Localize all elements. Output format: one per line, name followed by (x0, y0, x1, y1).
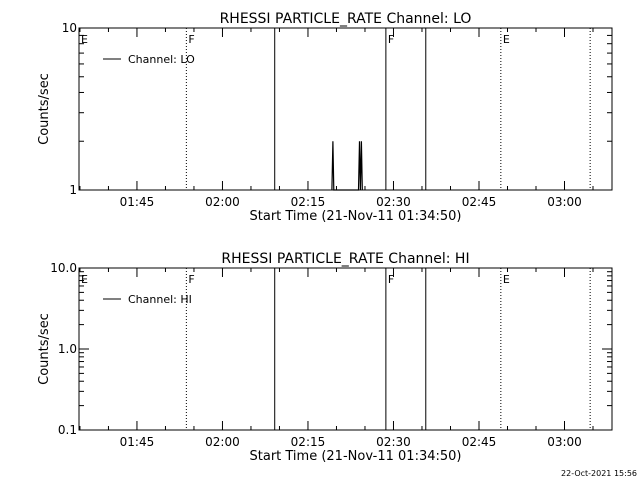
event-marker-label: E (503, 273, 510, 286)
x-tick-label: 03:00 (547, 435, 582, 449)
event-marker-label: F (388, 33, 394, 46)
x-tick-label: 02:30 (376, 435, 411, 449)
y-tick-label: 10 (62, 21, 77, 35)
event-marker-label: F (388, 273, 394, 286)
x-tick-label: 02:45 (462, 435, 497, 449)
legend-label: Channel: HI (128, 293, 192, 306)
event-marker-label: E (81, 273, 88, 286)
data-series-line-0 (331, 141, 363, 191)
chart-title: RHESSI PARTICLE_RATE Channel: LO (220, 11, 472, 27)
y-axis-label: Counts/sec (37, 313, 52, 385)
chart-panel-1: RHESSI PARTICLE_RATE Channel: HI 01:45 02:… (37, 251, 613, 464)
y-tick-label: 1 (69, 183, 77, 197)
x-tick-label: 01:45 (120, 435, 155, 449)
chart-panel-0: RHESSI PARTICLE_RATE Channel: LO 01:45 02:… (37, 11, 613, 224)
event-marker-label: F (188, 273, 194, 286)
x-axis-label: Start Time (21-Nov-11 01:34:50) (250, 209, 462, 224)
x-tick-label: 02:15 (291, 195, 326, 209)
x-tick-label: 02:15 (291, 435, 326, 449)
x-tick-label: 02:45 (462, 195, 497, 209)
event-marker-label: F (188, 33, 194, 46)
y-tick-label: 10.0 (50, 261, 77, 275)
y-tick-label: 1.0 (58, 342, 77, 356)
x-tick-label: 02:00 (205, 195, 240, 209)
chart-title: RHESSI PARTICLE_RATE Channel: HI (221, 251, 469, 267)
x-tick-label: 01:45 (120, 195, 155, 209)
y-tick-label: 0.1 (58, 423, 77, 437)
x-tick-label: 02:00 (205, 435, 240, 449)
legend-label: Channel: LO (128, 53, 195, 66)
x-tick-label: 02:30 (376, 195, 411, 209)
event-marker-label: E (81, 33, 88, 46)
x-axis-label: Start Time (21-Nov-11 01:34:50) (250, 449, 462, 464)
event-marker-label: E (503, 33, 510, 46)
x-tick-label: 03:00 (547, 195, 582, 209)
y-axis-label: Counts/sec (37, 73, 52, 145)
timestamp: 22-Oct-2021 15:56 (561, 469, 637, 478)
